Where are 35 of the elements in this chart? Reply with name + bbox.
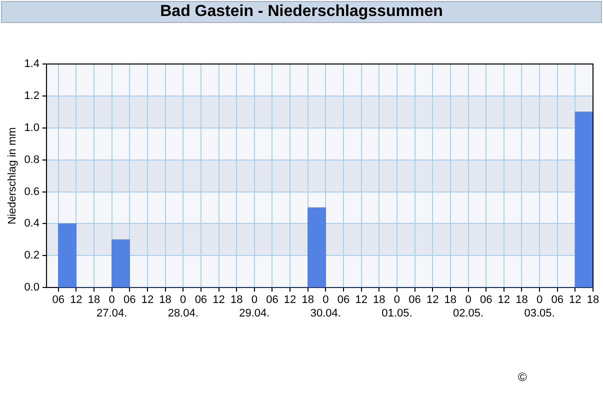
y-tick-label: 1.2 [24, 90, 40, 102]
x-tick-label: 06 [480, 294, 492, 306]
x-tick-label: 06 [337, 294, 350, 306]
x-tick-label: 18 [230, 294, 243, 306]
x-tick-label: 12 [498, 294, 510, 306]
y-tick-label: 0.6 [24, 186, 40, 198]
x-tick-label: 06 [551, 294, 564, 306]
x-tick-label: 18 [302, 294, 314, 306]
x-tick-label: 12 [141, 294, 154, 306]
y-tick-label: 0.2 [24, 250, 40, 262]
x-tick-label: 18 [516, 294, 528, 306]
x-tick-label: 12 [426, 294, 439, 306]
x-tick-label: 12 [70, 294, 82, 306]
y-tick-label: 0.8 [24, 154, 40, 166]
x-tick-label: 12 [212, 294, 225, 306]
x-tick-label: 18 [373, 294, 386, 306]
x-tick-label: 06 [408, 294, 421, 306]
y-tick-label: 1.4 [24, 58, 40, 70]
x-tick-label: 18 [586, 294, 600, 306]
text: © [518, 370, 527, 384]
chart-title: Bad Gastein - Niederschlagssummen [1, 1, 602, 23]
x-tick-label: 18 [88, 294, 100, 306]
x-tick-label: 12 [355, 294, 368, 306]
y-tick-label: 0.4 [24, 218, 40, 230]
y-tick-label: 0.0 [24, 282, 40, 294]
x-tick-label: 06 [194, 294, 208, 306]
x-tick-label: 18 [159, 294, 172, 306]
x-tick-label: 18 [444, 294, 457, 306]
x-tick-label: 12 [284, 294, 296, 306]
x-tick-label: 06 [52, 294, 64, 306]
y-tick-label: 1.0 [24, 122, 40, 134]
x-tick-label: 12 [569, 294, 582, 306]
x-tick-label: 06 [124, 294, 136, 306]
y-axis-title: Niederschlag in mm [6, 127, 19, 224]
x-tick-label: 06 [266, 294, 278, 306]
